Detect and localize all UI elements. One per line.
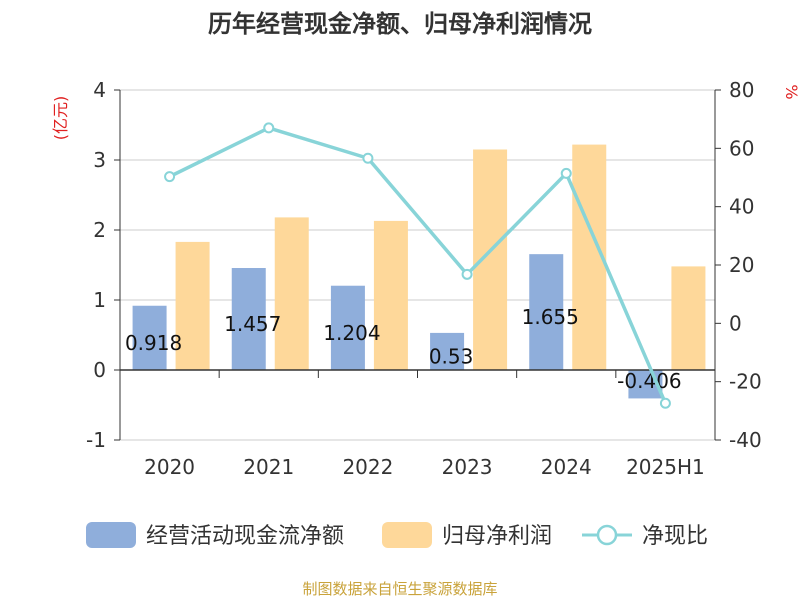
right-axis: -40 -20 0 20 40 60 80 bbox=[714, 78, 762, 452]
legend-swatch-cashflow bbox=[86, 522, 136, 548]
x-axis bbox=[119, 369, 716, 378]
x-tick-label: 2020 bbox=[144, 455, 195, 479]
line-ratio bbox=[168, 126, 668, 404]
left-tick-label: 2 bbox=[93, 218, 106, 242]
data-label-cashflow-2023: 0.53 bbox=[429, 344, 474, 368]
left-tick-label: 1 bbox=[93, 288, 106, 312]
data-label-cashflow-2024: 1.655 bbox=[522, 305, 579, 329]
legend-swatch-profit bbox=[382, 522, 432, 548]
point-ratio-2020 bbox=[164, 171, 176, 183]
right-axis-unit: % bbox=[782, 84, 800, 99]
bar-profit-2023 bbox=[473, 149, 508, 370]
left-tick-label: 0 bbox=[93, 358, 106, 382]
bars bbox=[132, 144, 706, 399]
data-label-cashflow-2025H1: -0.406 bbox=[617, 369, 681, 393]
left-axis-unit: (亿元) bbox=[51, 96, 70, 141]
bar-cashflow-2022 bbox=[330, 285, 365, 370]
point-ratio-2024 bbox=[560, 167, 572, 179]
data-label-cashflow-2021: 1.457 bbox=[224, 312, 281, 336]
left-tick-label: 3 bbox=[93, 148, 106, 172]
bar-profit-2022 bbox=[373, 220, 408, 370]
legend-label-profit: 归母净利润 bbox=[442, 524, 552, 549]
bar-labels: 0.918 1.457 1.204 0.53 1.655 -0.406 bbox=[125, 305, 682, 393]
data-label-cashflow-2022: 1.204 bbox=[323, 321, 380, 345]
source-note: 制图数据来自恒生聚源数据库 bbox=[302, 580, 497, 598]
x-tick-label: 2025H1 bbox=[626, 455, 705, 479]
point-ratio-2025H1 bbox=[659, 397, 671, 409]
line-series bbox=[164, 122, 671, 409]
left-tick-label: -1 bbox=[86, 428, 106, 452]
legend-label-ratio: 净现比 bbox=[642, 524, 708, 549]
chart-title: 历年经营现金净额、归母净利润情况 bbox=[208, 10, 592, 38]
data-label-cashflow-2020: 0.918 bbox=[125, 331, 182, 355]
bar-profit-2021 bbox=[274, 217, 309, 370]
x-axis-labels: 2020 2021 2022 2023 2024 2025H1 bbox=[144, 455, 705, 479]
bar-profit-2025H1 bbox=[671, 266, 706, 370]
legend-label-cashflow: 经营活动现金流净额 bbox=[146, 524, 344, 549]
point-ratio-2023 bbox=[461, 268, 473, 280]
x-tick-label: 2021 bbox=[243, 455, 294, 479]
right-tick-label: 0 bbox=[729, 311, 742, 335]
legend-marker-ratio bbox=[596, 524, 618, 546]
bar-profit-2020 bbox=[175, 241, 210, 370]
bar-cashflow-2020 bbox=[132, 305, 167, 370]
x-tick-label: 2022 bbox=[342, 455, 393, 479]
bar-cashflow-2021 bbox=[231, 268, 266, 370]
left-tick-label: 4 bbox=[93, 78, 106, 102]
right-tick-label: 60 bbox=[729, 136, 754, 160]
bar-cashflow-2023 bbox=[430, 332, 465, 370]
right-tick-label: -40 bbox=[729, 428, 762, 452]
right-tick-label: 40 bbox=[729, 195, 754, 219]
grid bbox=[120, 89, 715, 441]
point-ratio-2022 bbox=[362, 152, 374, 164]
x-tick-label: 2023 bbox=[442, 455, 493, 479]
left-axis: -1 0 1 2 3 4 bbox=[86, 78, 121, 452]
right-tick-label: -20 bbox=[729, 370, 762, 394]
point-ratio-2021 bbox=[263, 122, 275, 134]
right-tick-label: 80 bbox=[729, 78, 754, 102]
right-tick-label: 20 bbox=[729, 253, 754, 277]
bar-cashflow-2024 bbox=[529, 254, 564, 370]
legend: 经营活动现金流净额 归母净利润 净现比 bbox=[86, 522, 708, 549]
x-tick-label: 2024 bbox=[541, 455, 592, 479]
